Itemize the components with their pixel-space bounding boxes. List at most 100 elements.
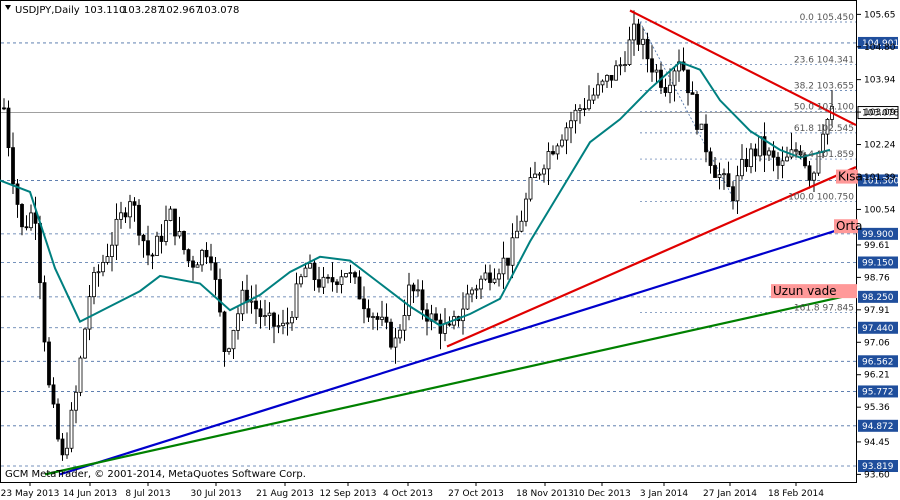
candle-body: [686, 69, 690, 94]
candle-body: [290, 316, 294, 324]
candle-body: [321, 276, 326, 288]
date-tick-label: 4 Oct 2013: [383, 489, 433, 499]
candle-body: [758, 136, 762, 157]
mid-term-trendline: [59, 223, 857, 476]
fib-level-label: 23.6 104.341: [794, 55, 854, 65]
resistance-trendline: [629, 9, 857, 127]
fib-level-label: 61.8 102.545: [794, 124, 854, 134]
candle-body: [740, 159, 744, 177]
candle-body: [416, 289, 420, 292]
price-tick-label: 97.91: [864, 306, 890, 316]
candle-body: [650, 58, 654, 73]
candle-body: [227, 348, 231, 352]
candle-body: [384, 316, 389, 323]
candle-body: [560, 139, 564, 147]
candle-body: [33, 212, 38, 224]
candle-body: [204, 249, 209, 258]
ohlc-high: 103.287: [122, 5, 163, 16]
candle-body: [249, 300, 254, 303]
price-tick-label: 94.45: [864, 438, 890, 448]
candle-body: [254, 300, 258, 310]
candle-body: [470, 289, 474, 295]
candle-body: [231, 329, 236, 350]
candle-body: [690, 92, 695, 95]
price-tick-label: 102.24: [864, 141, 896, 151]
candle-body: [186, 249, 191, 262]
candle-body: [654, 69, 659, 73]
candle-body: [672, 70, 677, 86]
candle-body: [668, 84, 672, 93]
fib-level-label: 100.0 100.750: [788, 192, 854, 202]
candle-body: [515, 230, 519, 239]
candle-body: [776, 156, 780, 166]
candle-body: [195, 264, 200, 268]
level-badge: [858, 227, 898, 240]
candle-body: [177, 231, 182, 237]
candle-body: [141, 234, 146, 242]
candle-body: [591, 94, 596, 101]
candle-body: [798, 150, 803, 156]
candle-body: [618, 64, 623, 67]
candle-body: [825, 119, 830, 135]
date-tick-label: 3 Jan 2014: [640, 489, 688, 499]
chart-title: USDJPY,Daily: [15, 5, 80, 16]
long-term-trendline: [44, 292, 857, 476]
fib-level-label: 76.4 101.859: [794, 150, 854, 160]
candle-body: [420, 289, 425, 311]
candle-body: [105, 256, 110, 263]
candle-body: [501, 257, 506, 275]
level-badge-label: 99.150: [862, 258, 894, 268]
candle-body: [407, 284, 411, 316]
candle-body: [785, 156, 789, 162]
candle-body: [528, 177, 533, 200]
candle-body: [461, 308, 465, 322]
candle-body: [483, 272, 488, 280]
candle-body: [335, 281, 339, 285]
candle-body: [551, 151, 555, 155]
candle-body: [492, 278, 497, 283]
candle-body: [605, 74, 609, 82]
candle-body: [2, 107, 6, 110]
date-tick-label: 27 Oct 2013: [448, 489, 504, 499]
candle-body: [695, 94, 699, 130]
candle-body: [308, 262, 312, 269]
candle-body: [60, 438, 65, 456]
candle-body: [488, 272, 492, 283]
candle-body: [362, 298, 366, 310]
candle-body: [402, 315, 407, 331]
candle-body: [632, 23, 636, 41]
price-tick-label: 93.60: [864, 470, 890, 480]
candle-body: [74, 391, 78, 411]
candle-body: [569, 120, 573, 129]
candle-body: [119, 212, 123, 220]
candle-body: [596, 84, 600, 96]
price-tick-label: 99.61: [864, 241, 890, 251]
level-badge-label: 98.250: [862, 293, 894, 303]
candle-body: [573, 109, 578, 122]
candle-body: [717, 174, 722, 178]
short-term-trendline: [446, 166, 857, 348]
candle-body: [465, 293, 470, 310]
candle-body: [132, 201, 137, 206]
candle-body: [582, 108, 587, 111]
candle-body: [267, 312, 272, 317]
fib-level-label: 38.2 103.655: [794, 82, 854, 92]
level-badge-label: 104.901: [862, 39, 899, 49]
candle-body: [398, 329, 402, 339]
candle-body: [348, 272, 353, 274]
candle-body: [11, 147, 15, 185]
date-tick-label: 18 Feb 2014: [768, 489, 824, 499]
candle-body: [65, 447, 69, 456]
fib-level-label: 161.8 97.845: [794, 303, 854, 313]
trendline-label-bg: [836, 169, 858, 184]
collapse-arrow-icon[interactable]: [5, 5, 11, 10]
candle-body: [794, 149, 798, 152]
candle-body: [236, 313, 240, 331]
candle-body: [303, 267, 308, 278]
candle-body: [146, 240, 150, 256]
candle-body: [506, 257, 510, 266]
candle-body: [56, 403, 60, 440]
candle-body: [357, 276, 362, 300]
date-tick-label: 8 Jul 2013: [125, 489, 170, 499]
